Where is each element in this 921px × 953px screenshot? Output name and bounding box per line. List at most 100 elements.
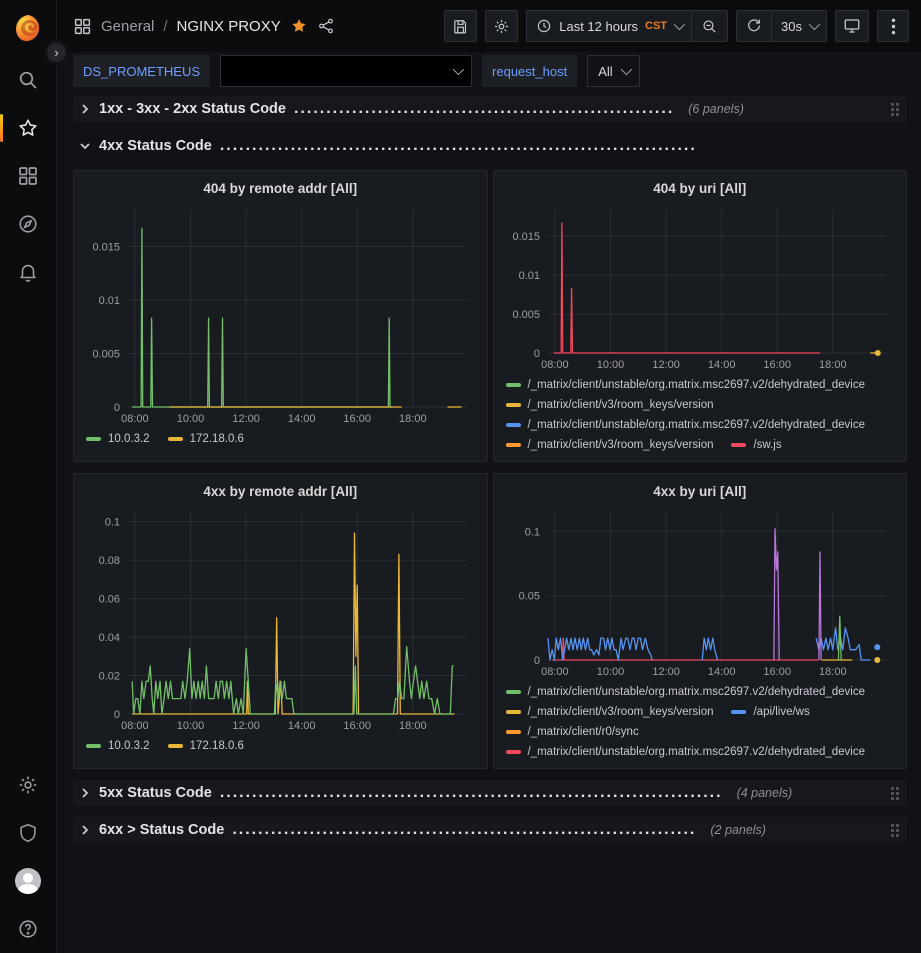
- row-drag-handle[interactable]: [891, 786, 899, 800]
- sidebar-item-starred[interactable]: [0, 104, 56, 152]
- svg-text:10:00: 10:00: [596, 666, 624, 678]
- chevron-down-icon: [80, 143, 90, 150]
- apps-grid-icon: [74, 18, 91, 34]
- sidebar-item-alerting[interactable]: [0, 248, 56, 296]
- svg-text:16:00: 16:00: [343, 413, 371, 425]
- chevron-down-icon: [808, 18, 821, 31]
- row-drag-handle[interactable]: [891, 102, 899, 116]
- legend-item[interactable]: /_matrix/client/unstable/org.matrix.msc2…: [505, 684, 865, 700]
- clock-icon: [538, 19, 551, 33]
- save-dashboard-button[interactable]: [444, 10, 478, 42]
- dashboard-settings-button[interactable]: [485, 10, 519, 42]
- panel-chart[interactable]: 0 0.005 0.01 0.015 08:00 10:00 12:00 14:00 16:00…: [502, 201, 899, 375]
- chart-canvas[interactable]: 0 0.005 0.01 0.015 08:00 10:00 12:00 14:00 16:00…: [502, 201, 899, 375]
- legend-swatch-icon: [505, 710, 521, 714]
- svg-text:0.08: 0.08: [99, 555, 120, 567]
- panel-4xx-by-remote-addr: 4xx by remote addr [All] 0 0.02 0.04 0.06 0.…: [73, 473, 488, 769]
- svg-text:16:00: 16:00: [343, 720, 371, 732]
- svg-text:0.1: 0.1: [524, 526, 539, 538]
- chart-canvas[interactable]: 0 0.005 0.01 0.015 08:00 10:00 12:00 14:00 16:00…: [82, 201, 479, 429]
- panel-title[interactable]: 4xx by uri [All]: [653, 483, 747, 499]
- row-6xx[interactable]: 6xx > Status Code ......................…: [73, 817, 907, 843]
- refresh-interval-label: 30s: [781, 18, 802, 34]
- svg-text:0.04: 0.04: [99, 632, 120, 644]
- legend-item[interactable]: /_matrix/client/unstable/org.matrix.msc2…: [505, 417, 865, 433]
- time-range-picker[interactable]: Last 12 hours CST: [527, 11, 691, 41]
- panel-title[interactable]: 4xx by remote addr [All]: [203, 483, 358, 499]
- sidebar-item-server-admin[interactable]: [0, 809, 56, 857]
- svg-text:18:00: 18:00: [819, 666, 847, 678]
- row-panel-count: (2 panels): [710, 823, 766, 837]
- more-options-button[interactable]: [877, 10, 909, 42]
- legend-item[interactable]: 10.0.3.2: [86, 738, 150, 754]
- row-4xx[interactable]: 4xx Status Code ........................…: [73, 133, 907, 159]
- svg-text:14:00: 14:00: [288, 413, 316, 425]
- kiosk-mode-button[interactable]: [835, 10, 869, 42]
- refresh-interval-dropdown[interactable]: 30s: [771, 11, 826, 41]
- variable-request-host-value[interactable]: All: [587, 55, 640, 87]
- row-title: 6xx > Status Code: [99, 822, 225, 838]
- sidebar-item-search[interactable]: [0, 56, 56, 104]
- svg-text:0.005: 0.005: [92, 349, 120, 361]
- chart-canvas[interactable]: 0 0.05 0.1 08:00 10:00 12:00 14:00 16:00 18:00: [502, 504, 899, 682]
- panel-chart[interactable]: 0 0.05 0.1 08:00 10:00 12:00 14:00 16:00 18:00: [502, 504, 899, 682]
- legend-item[interactable]: /sw.js: [731, 437, 782, 453]
- sidebar-item-configuration[interactable]: [0, 761, 56, 809]
- grafana-flame-icon: [16, 15, 39, 42]
- panel-chart[interactable]: 0 0.005 0.01 0.015 08:00 10:00 12:00 14:00 16:00…: [82, 201, 479, 429]
- share-icon[interactable]: [317, 17, 335, 35]
- chevron-down-icon: [452, 63, 465, 76]
- dashboard-title[interactable]: NGINX PROXY: [176, 17, 281, 35]
- svg-text:10:00: 10:00: [177, 720, 205, 732]
- row-drag-handle[interactable]: [891, 823, 899, 837]
- sidebar-item-explore[interactable]: [0, 200, 56, 248]
- variable-ds-prometheus-label[interactable]: DS_PROMETHEUS: [73, 55, 211, 87]
- svg-text:0.06: 0.06: [99, 594, 120, 606]
- panel-title[interactable]: 404 by remote addr [All]: [203, 180, 358, 196]
- legend-swatch-icon: [167, 744, 183, 748]
- gear-icon: [19, 776, 37, 794]
- refresh-button[interactable]: [737, 11, 771, 41]
- legend-item[interactable]: /_matrix/client/unstable/org.matrix.msc2…: [505, 744, 865, 760]
- svg-text:12:00: 12:00: [232, 413, 260, 425]
- variable-ds-prometheus-value[interactable]: [220, 55, 473, 87]
- legend-item[interactable]: /_matrix/client/r0/sync: [505, 724, 639, 740]
- legend-item[interactable]: /_matrix/client/v3/room_keys/version: [505, 437, 713, 453]
- legend-item[interactable]: /api/live/ws: [731, 704, 810, 720]
- legend-item[interactable]: /_matrix/client/unstable/org.matrix.msc2…: [505, 377, 865, 393]
- sidebar-item-help[interactable]: [0, 905, 56, 953]
- legend-swatch-icon: [505, 690, 521, 694]
- chevron-down-icon: [620, 63, 632, 76]
- variable-request-host-label[interactable]: request_host: [482, 55, 578, 87]
- legend-item[interactable]: 172.18.0.6: [167, 431, 244, 447]
- panel-chart[interactable]: 0 0.02 0.04 0.06 0.08 0.1 08:00 10:00 12:00 14:00…: [82, 504, 479, 736]
- svg-text:0.02: 0.02: [99, 671, 120, 683]
- legend-label: 10.0.3.2: [108, 740, 150, 752]
- svg-text:12:00: 12:00: [232, 720, 260, 732]
- sidebar-item-dashboards[interactable]: [0, 152, 56, 200]
- zoom-out-time-button[interactable]: [691, 11, 727, 41]
- sidebar-expand-button[interactable]: ›: [44, 40, 69, 65]
- breadcrumb-folder[interactable]: General: [101, 17, 155, 35]
- svg-text:16:00: 16:00: [763, 359, 791, 371]
- refresh-icon: [748, 19, 760, 32]
- row-title: 4xx Status Code: [99, 138, 212, 154]
- row-1xx-3xx-2xx[interactable]: 1xx - 3xx - 2xx Status Code ............…: [73, 96, 907, 122]
- legend-item[interactable]: 10.0.3.2: [86, 431, 150, 447]
- legend-item[interactable]: 172.18.0.6: [167, 738, 244, 754]
- dashboards-grid-icon: [19, 167, 37, 185]
- favorite-star-icon[interactable]: [290, 17, 308, 35]
- chart-canvas[interactable]: 0 0.02 0.04 0.06 0.08 0.1 08:00 10:00 12:00 14:00…: [82, 504, 479, 736]
- sidebar-item-profile[interactable]: [0, 857, 56, 905]
- svg-text:08:00: 08:00: [541, 359, 569, 371]
- legend-item[interactable]: /_matrix/client/v3/room_keys/version: [505, 397, 713, 413]
- dashboard-content: 1xx - 3xx - 2xx Status Code ............…: [57, 90, 921, 953]
- svg-text:10:00: 10:00: [596, 359, 624, 371]
- row-5xx[interactable]: 5xx Status Code ........................…: [73, 780, 907, 806]
- panel-title[interactable]: 404 by uri [All]: [653, 180, 747, 196]
- legend-label: /sw.js: [753, 439, 782, 451]
- legend-item[interactable]: /_matrix/client/v3/room_keys/version: [505, 704, 713, 720]
- svg-text:08:00: 08:00: [121, 413, 149, 425]
- grafana-logo[interactable]: [0, 0, 56, 56]
- main-area: General / NGINX PROXY: [57, 0, 921, 953]
